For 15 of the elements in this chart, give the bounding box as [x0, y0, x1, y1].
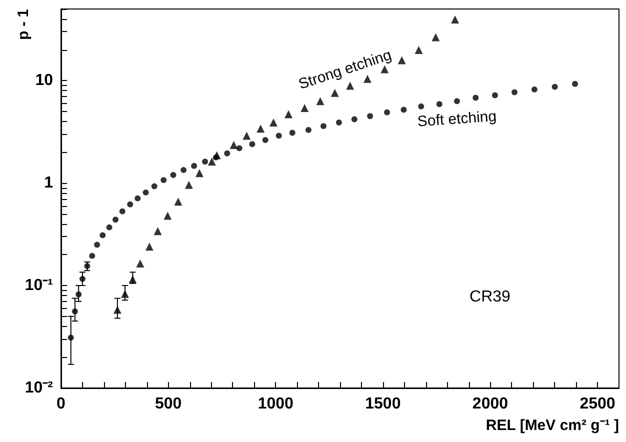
text: Strong etching	[296, 46, 394, 94]
x-axis-title: REL [MeV cm² g⁻¹ ]	[486, 417, 619, 434]
y-axis-title: p - 1	[15, 9, 32, 40]
annotation: CR39	[470, 288, 511, 306]
x-tick-label: 2500	[580, 396, 616, 412]
y-tick-label: 10⁻¹	[24, 277, 53, 294]
x-tick-label: 2000	[472, 396, 508, 412]
y-tick-label: 10	[35, 72, 54, 90]
y-tick-label: 10⁻²	[24, 380, 53, 396]
x-tick-label: 1000	[258, 396, 294, 412]
x-tick-label: 1500	[365, 396, 401, 412]
x-tick-label: 0	[56, 396, 66, 412]
x-tick-label: 500	[154, 396, 182, 412]
y-tick-label: 1	[44, 174, 54, 192]
series-label: Soft etching	[416, 108, 498, 130]
